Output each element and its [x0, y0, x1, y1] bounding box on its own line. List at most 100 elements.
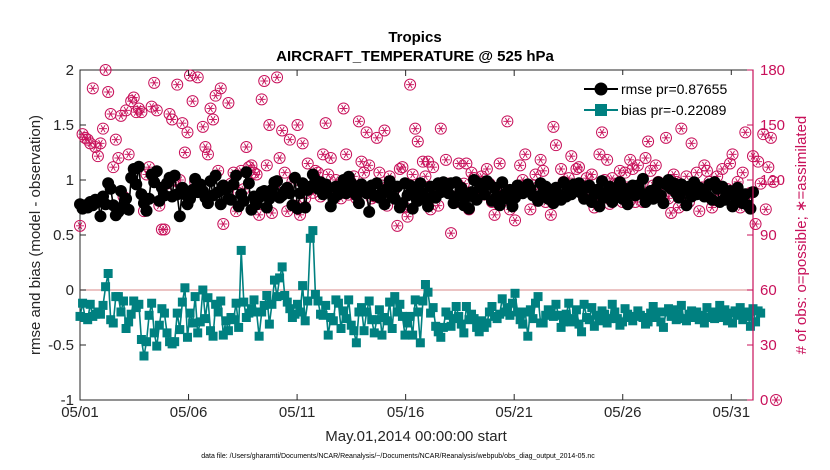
obs-possible-point	[762, 161, 775, 174]
obs-assimilated-point	[273, 73, 282, 82]
obs-possible-point	[393, 163, 406, 175]
obs-assimilated-stroke	[704, 167, 710, 175]
obs-assimilated-stroke	[684, 172, 689, 181]
rmse-point	[532, 194, 545, 207]
bias-point	[510, 288, 520, 298]
bias-point	[574, 319, 584, 329]
bias-point	[95, 309, 105, 319]
rmse-point	[593, 200, 606, 213]
bias-point	[722, 316, 732, 326]
bias-point	[259, 300, 269, 310]
obs-possible-point	[107, 161, 120, 174]
obs-possible-point	[340, 148, 353, 161]
bias-point	[487, 302, 497, 311]
obs-possible-point	[178, 146, 191, 159]
obs-assimilated-stroke	[210, 115, 216, 124]
obs-possible-point	[132, 102, 145, 115]
bias-point	[751, 317, 761, 327]
obs-possible-point	[214, 82, 227, 95]
rmse-point	[209, 169, 222, 182]
rmse-point	[120, 192, 133, 205]
rmse-point	[352, 197, 365, 210]
obs-assimilated-point	[275, 154, 284, 162]
bias-point	[408, 330, 418, 340]
bias-point	[584, 315, 594, 325]
bias-point	[681, 316, 691, 326]
bias-point	[113, 292, 123, 302]
obs-assimilated-point	[531, 170, 540, 179]
obs-assimilated-point	[354, 117, 363, 126]
bias-point	[318, 310, 328, 320]
rmse-point	[414, 177, 427, 190]
obs-assimilated-stroke	[627, 156, 633, 164]
bias-point	[377, 330, 387, 340]
bias-point	[149, 328, 159, 338]
bias-point	[333, 298, 343, 308]
bias-point	[372, 315, 382, 325]
obs-possible-point	[99, 64, 112, 76]
obs-assimilated-point	[695, 207, 704, 215]
bias-point	[699, 318, 709, 328]
bias-point	[556, 322, 566, 332]
bias-point	[403, 318, 413, 328]
obs-assimilated-point	[651, 161, 660, 170]
obs-assimilated-point	[761, 205, 770, 214]
bias-point	[577, 327, 587, 337]
obs-assimilated-stroke	[218, 84, 224, 93]
obs-possible-point	[411, 135, 424, 148]
obs-assimilated-stroke	[443, 156, 449, 164]
obs-assimilated-point	[551, 141, 560, 149]
obs-assimilated-stroke	[185, 128, 190, 137]
bias-point	[275, 273, 285, 283]
bias-point	[310, 289, 320, 299]
obs-possible-point	[391, 219, 404, 232]
obs-possible-point	[301, 157, 314, 170]
obs-assimilated-point	[661, 134, 670, 142]
obs-assimilated-point	[319, 150, 328, 159]
obs-assimilated-point	[114, 154, 123, 162]
obs-assimilated-point	[667, 209, 676, 217]
obs-assimilated-stroke	[243, 143, 249, 151]
bias-point	[484, 307, 494, 317]
obs-assimilated-stroke	[149, 102, 155, 111]
obs-possible-point	[519, 148, 532, 161]
bias-point	[664, 304, 674, 314]
bias-point	[674, 309, 684, 319]
obs-possible-point	[409, 122, 422, 135]
obs-possible-point	[201, 148, 214, 161]
legend-rmse-label: rmse pr=0.87655	[621, 81, 727, 97]
rmse-point	[363, 205, 376, 218]
bias-point	[75, 311, 85, 321]
bias-point	[704, 313, 714, 322]
obs-assimilated-point	[764, 163, 773, 171]
bias-point	[175, 325, 185, 335]
obs-assimilated-point	[424, 157, 433, 166]
obs-assimilated-point	[633, 161, 642, 170]
bias-point	[290, 309, 300, 319]
bias-point	[349, 326, 359, 336]
bias-point	[495, 309, 505, 319]
obs-assimilated-point	[738, 168, 747, 177]
rmse-point	[122, 203, 135, 216]
bias-point	[738, 315, 748, 325]
x-tick-label: 05/26	[604, 404, 642, 421]
obs-possible-point	[352, 115, 365, 128]
obs-assimilated-point	[380, 126, 389, 135]
rmse-point	[237, 194, 250, 207]
obs-possible-point	[547, 120, 560, 133]
obs-assimilated-point	[574, 163, 583, 171]
obs-possible-point	[434, 122, 447, 135]
obs-assimilated-stroke	[174, 80, 180, 89]
obs-assimilated-point	[725, 159, 734, 168]
obs-assimilated-point	[326, 154, 335, 162]
obs-assimilated-point	[99, 124, 108, 133]
bias-point	[612, 314, 622, 324]
bias-point	[392, 307, 402, 317]
bias-point	[359, 326, 369, 336]
obs-possible-point	[480, 163, 493, 175]
obs-assimilated-point	[702, 167, 711, 175]
obs-assimilated-point	[203, 150, 212, 159]
bias-point	[454, 311, 464, 321]
obs-possible-point	[81, 133, 94, 146]
bias-point	[367, 315, 377, 325]
